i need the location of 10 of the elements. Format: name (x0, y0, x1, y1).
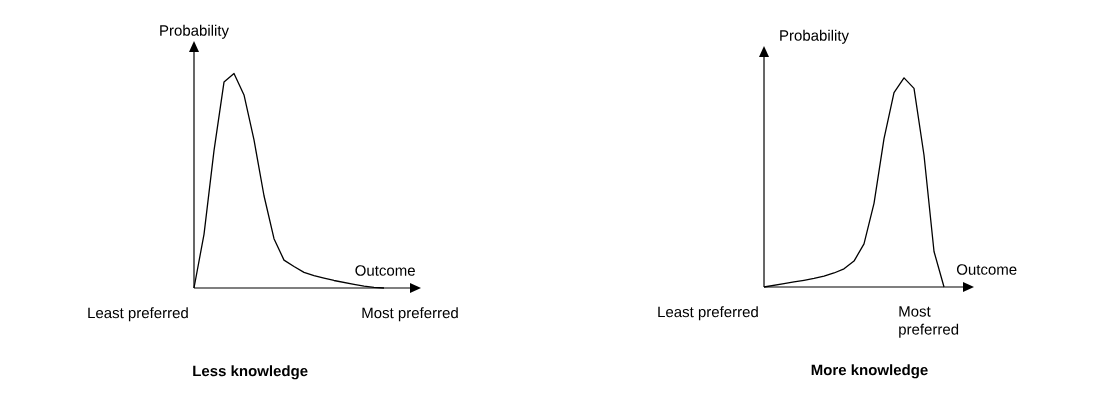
text: Less knowledge (193, 365, 308, 380)
text: Least preferred (88, 307, 188, 322)
text: More knowledge (811, 364, 928, 379)
text: Most preferred (899, 306, 959, 338)
text: Most preferred (362, 307, 458, 322)
y-axis-title: Probability (160, 24, 229, 39)
x-axis-title: Outcome (956, 264, 1017, 275)
y-axis-title: Probability (780, 29, 849, 44)
text: Least preferred (658, 306, 758, 321)
x-axis-title: Outcome (355, 265, 415, 276)
